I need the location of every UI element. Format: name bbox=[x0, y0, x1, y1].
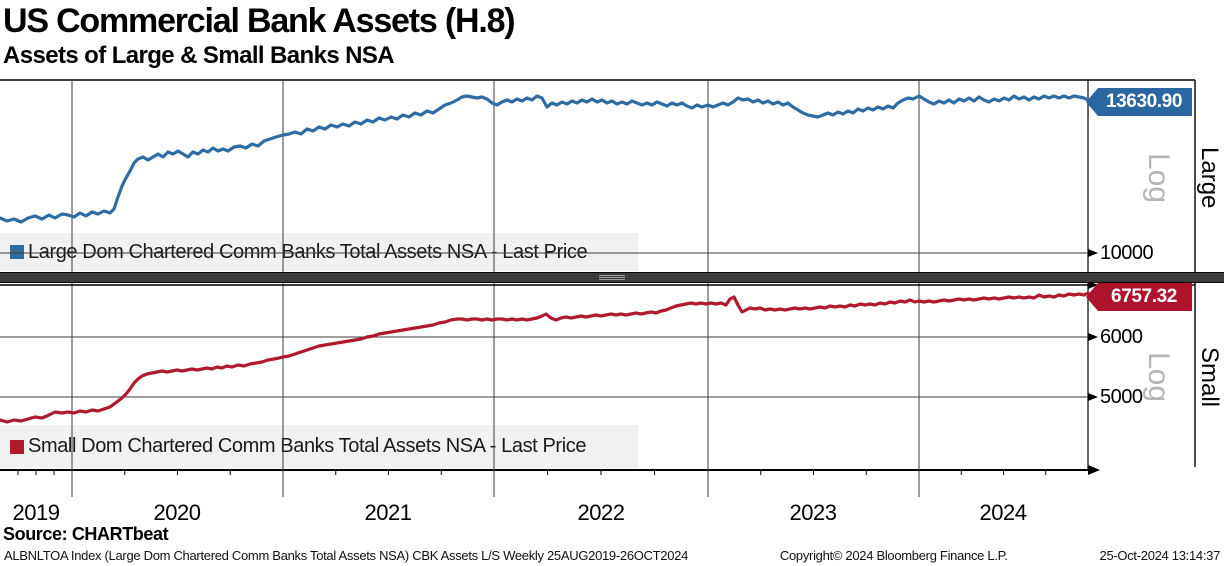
series-line-small bbox=[0, 291, 1090, 424]
y-tick-label: 10000 bbox=[1100, 242, 1154, 264]
x-tick-year-2023: 2023 bbox=[789, 500, 837, 525]
footer-meta-row: ALBNLTOA Index (Large Dom Chartered Comm… bbox=[0, 548, 1224, 563]
last-price-value-small: 6757.32 bbox=[1111, 286, 1177, 307]
x-tick-year-2020: 2020 bbox=[153, 500, 201, 525]
legend-swatch-large bbox=[10, 245, 24, 259]
legend-large[interactable]: Large Dom Chartered Comm Banks Total Ass… bbox=[0, 233, 638, 271]
legend-label-large: Large Dom Chartered Comm Banks Total Ass… bbox=[28, 240, 588, 263]
y-tick-label: 5000 bbox=[1100, 386, 1143, 408]
last-price-tag-small: 6757.32 bbox=[1086, 283, 1192, 311]
panel-splitter[interactable] bbox=[0, 272, 1224, 283]
footer-timestamp: 25-Oct-2024 13:14:37 bbox=[1099, 548, 1221, 563]
log-scale-label-large: Log bbox=[1142, 152, 1175, 204]
footer-copyright: Copyright© 2024 Bloomberg Finance L.P. bbox=[779, 548, 1008, 563]
footer-security-info: ALBNLTOA Index (Large Dom Chartered Comm… bbox=[4, 548, 689, 563]
y-tick-label: 6000 bbox=[1100, 326, 1143, 348]
source-line: Source: CHARTbeat bbox=[3, 524, 169, 544]
panel-name-small: Small bbox=[1196, 346, 1223, 407]
page-title: US Commercial Bank Assets (H.8) bbox=[3, 2, 516, 40]
x-tick-year-2019: 2019 bbox=[12, 500, 60, 525]
x-tick-year-2024: 2024 bbox=[979, 500, 1027, 525]
legend-small[interactable]: Small Dom Chartered Comm Banks Total Ass… bbox=[0, 425, 638, 468]
legend-label-small: Small Dom Chartered Comm Banks Total Ass… bbox=[28, 435, 587, 457]
x-tick-year-2022: 2022 bbox=[577, 500, 625, 525]
panel-name-large: Large bbox=[1196, 147, 1223, 209]
log-scale-label-small: Log bbox=[1142, 351, 1175, 403]
legend-swatch-small bbox=[10, 439, 24, 454]
last-price-tag-large: 13630.90 bbox=[1086, 88, 1192, 116]
last-price-value-large: 13630.90 bbox=[1105, 91, 1183, 112]
splitter-grip-icon[interactable] bbox=[599, 275, 625, 280]
series-line-large bbox=[0, 94, 1090, 224]
x-tick-year-2021: 2021 bbox=[364, 500, 412, 525]
page-subtitle: Assets of Large & Small Banks NSA bbox=[3, 42, 395, 69]
